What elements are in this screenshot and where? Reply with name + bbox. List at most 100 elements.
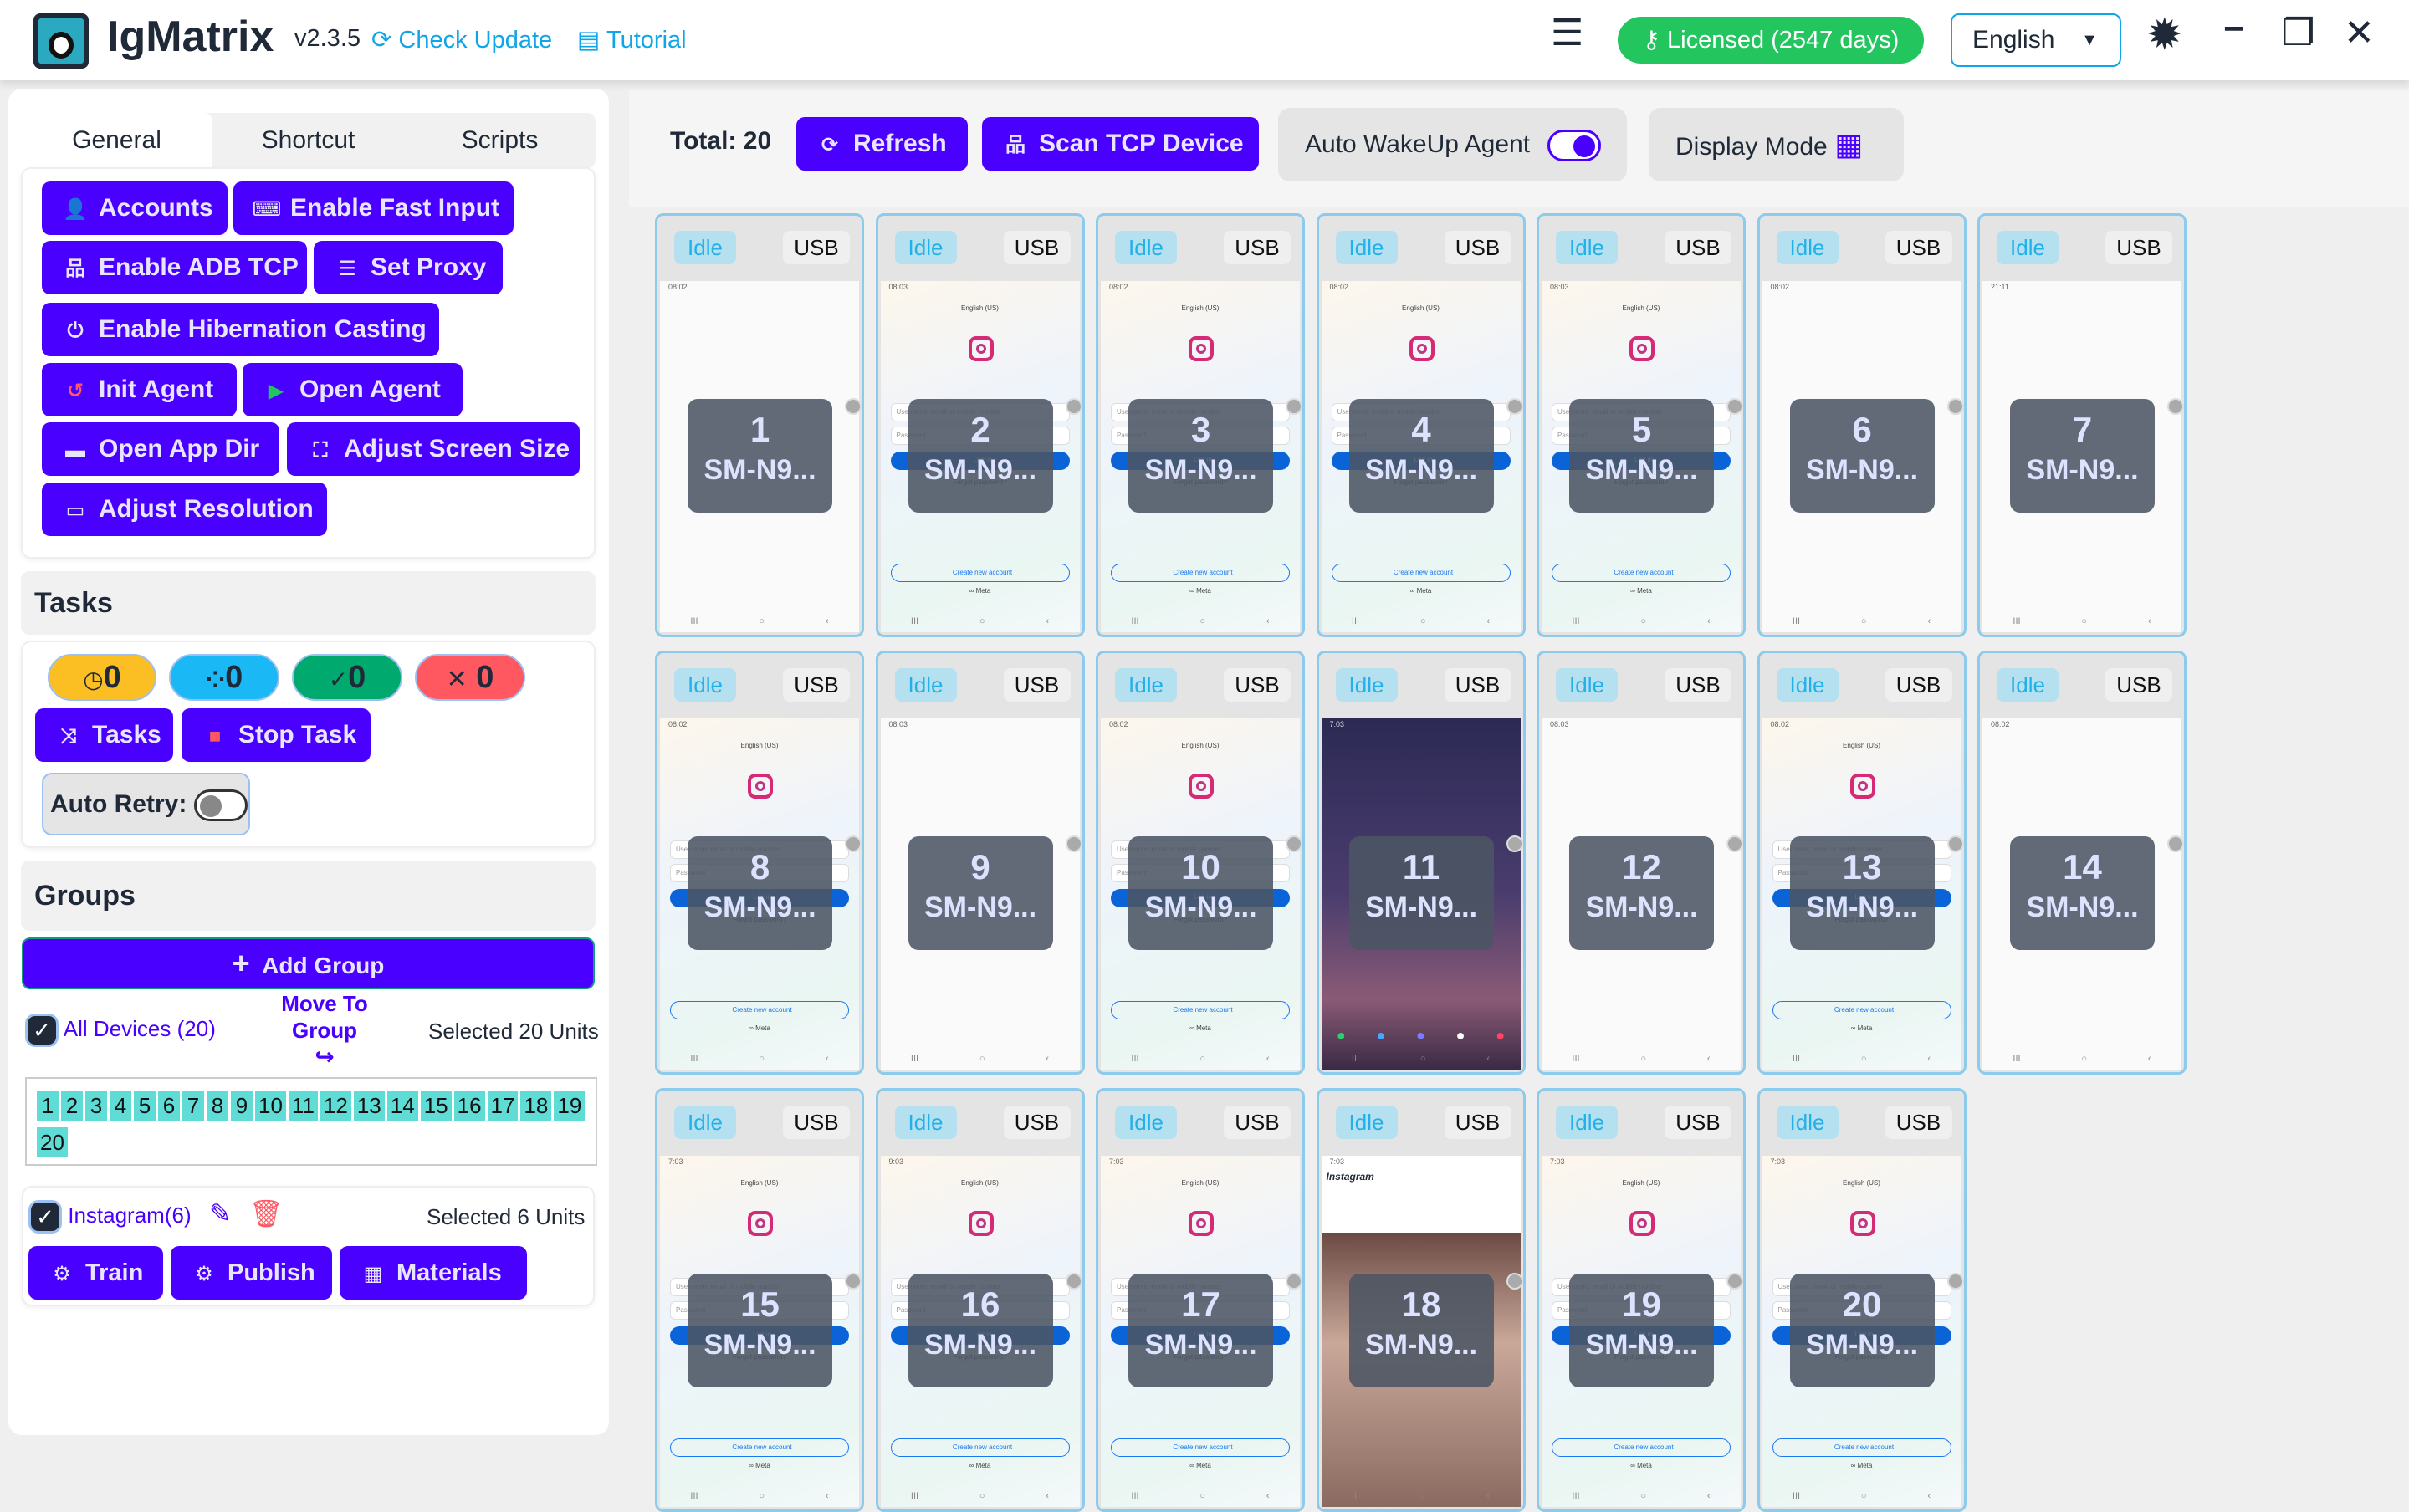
- edit-icon[interactable]: [845, 835, 862, 852]
- edit-icon[interactable]: ✎: [209, 1198, 232, 1228]
- adjust-resolution-button[interactable]: ▭ Adjust Resolution: [42, 483, 327, 536]
- init-agent-button[interactable]: ↺ Init Agent: [42, 363, 237, 416]
- trash-icon[interactable]: 🗑: [249, 1198, 284, 1228]
- edit-icon[interactable]: [1286, 835, 1302, 852]
- device-card[interactable]: Idle USB 08:03 III ○ ‹ 12 SM-N9...: [1537, 651, 1746, 1075]
- stop-task-button[interactable]: ■ Stop Task: [182, 708, 371, 762]
- device-card[interactable]: Idle USB 21:11 III ○ ‹ 7 SM-N9...: [1977, 213, 2187, 637]
- edit-icon[interactable]: [2167, 835, 2184, 852]
- tab-general[interactable]: General: [21, 113, 212, 168]
- device-card[interactable]: Idle USB 08:02 III ○ ‹ 6 SM-N9...: [1757, 213, 1967, 637]
- device-card[interactable]: Idle USB 08:03 III ○ ‹ 9 SM-N9...: [875, 651, 1085, 1075]
- device-card[interactable]: Idle USB 08:02 English (US) Username, em…: [1096, 213, 1305, 637]
- edit-icon[interactable]: [1506, 1273, 1523, 1290]
- device-chip[interactable]: 1: [37, 1091, 59, 1121]
- edit-icon[interactable]: [1726, 398, 1743, 415]
- refresh-button[interactable]: ⟳ Refresh: [796, 117, 968, 171]
- device-card[interactable]: Idle USB 08:03 English (US) Username, em…: [875, 213, 1085, 637]
- edit-icon[interactable]: [1726, 835, 1743, 852]
- menu-icon[interactable]: ☰: [1551, 13, 1584, 54]
- tab-shortcut[interactable]: Shortcut: [261, 126, 355, 154]
- device-card[interactable]: Idle USB 7:03 English (US) Username, ema…: [1757, 1088, 1967, 1512]
- device-chip[interactable]: 18: [520, 1091, 552, 1121]
- check-update-link[interactable]: ⟳ Check Update: [371, 25, 552, 54]
- close-icon[interactable]: ✕: [2344, 13, 2375, 54]
- open-agent-button[interactable]: ▶ Open Agent: [243, 363, 463, 416]
- device-chip[interactable]: 15: [420, 1091, 452, 1121]
- device-chip[interactable]: 17: [487, 1091, 519, 1121]
- device-card[interactable]: Idle USB 08:02 English (US) Username, em…: [1757, 651, 1967, 1075]
- edit-icon[interactable]: [1065, 835, 1082, 852]
- device-card[interactable]: Idle USB 08:02 English (US) Username, em…: [655, 651, 864, 1075]
- device-chip[interactable]: 20: [37, 1127, 68, 1157]
- restore-icon[interactable]: ❐: [2282, 13, 2315, 54]
- group-checkbox[interactable]: ✓: [28, 1200, 62, 1234]
- device-chip[interactable]: 8: [207, 1091, 228, 1121]
- device-chip[interactable]: 12: [320, 1091, 351, 1121]
- device-card[interactable]: Idle USB 08:02 III ○ ‹ 14 SM-N9...: [1977, 651, 2187, 1075]
- device-chip[interactable]: 9: [231, 1091, 253, 1121]
- language-select[interactable]: English ▼: [1951, 13, 2121, 67]
- device-card[interactable]: Idle USB 7:03 English (US) Username, ema…: [655, 1088, 864, 1512]
- edit-icon[interactable]: [1946, 1273, 1964, 1290]
- edit-icon[interactable]: [1506, 835, 1523, 852]
- auto-wakeup-toggle[interactable]: [1547, 130, 1601, 161]
- auto-retry-toggle[interactable]: [193, 789, 248, 822]
- edit-icon[interactable]: [1286, 1273, 1302, 1290]
- edit-icon[interactable]: [1065, 398, 1082, 415]
- group-row[interactable]: ✓ Instagram(6): [28, 1200, 192, 1234]
- scan-tcp-button[interactable]: 品 Scan TCP Device: [982, 117, 1259, 171]
- device-card[interactable]: Idle USB 7:03 Instagram III ○ ‹ 18 SM-N9...: [1316, 1088, 1526, 1512]
- device-chip[interactable]: 6: [158, 1091, 180, 1121]
- device-chip[interactable]: 16: [453, 1091, 485, 1121]
- edit-icon[interactable]: [1286, 398, 1302, 415]
- device-chip[interactable]: 3: [85, 1091, 107, 1121]
- display-mode-button[interactable]: Display Mode ▦: [1649, 108, 1904, 181]
- device-card[interactable]: Idle USB 7:03 ● ● ● ● ● III ○ ‹ 11 SM-N9...: [1316, 651, 1526, 1075]
- tab-scripts[interactable]: Scripts: [461, 126, 539, 154]
- device-card[interactable]: Idle USB 08:02 III ○ ‹ 1 SM-N9...: [655, 213, 864, 637]
- device-chip[interactable]: 14: [386, 1091, 418, 1121]
- device-card[interactable]: Idle USB 7:03 English (US) Username, ema…: [1096, 1088, 1305, 1512]
- edit-icon[interactable]: [845, 398, 862, 415]
- edit-icon[interactable]: [2167, 398, 2184, 415]
- edit-icon[interactable]: [1726, 1273, 1743, 1290]
- enable-adb-tcp-button[interactable]: 品 Enable ADB TCP: [42, 241, 307, 294]
- enable-fast-input-button[interactable]: ⌨ Enable Fast Input: [233, 181, 514, 235]
- license-badge[interactable]: ⚷ Licensed (2547 days): [1618, 17, 1924, 64]
- tasks-button[interactable]: ⤨ Tasks: [35, 708, 173, 762]
- edit-icon[interactable]: [845, 1273, 862, 1290]
- move-to-group-button[interactable]: Move To Group ↪: [251, 990, 398, 1070]
- device-chip[interactable]: 7: [182, 1091, 204, 1121]
- device-chip[interactable]: 19: [554, 1091, 586, 1121]
- device-card[interactable]: Idle USB 08:02 English (US) Username, em…: [1316, 213, 1526, 637]
- publish-button[interactable]: ⚙ Publish: [171, 1246, 332, 1300]
- train-button[interactable]: ⚙ Train: [28, 1246, 163, 1300]
- device-chip[interactable]: 2: [61, 1091, 83, 1121]
- all-devices-checkbox[interactable]: ✓: [25, 1014, 59, 1047]
- device-card[interactable]: Idle USB 7:03 English (US) Username, ema…: [1537, 1088, 1746, 1512]
- add-group-button[interactable]: + Add Group: [22, 937, 595, 989]
- edit-icon[interactable]: [1946, 835, 1964, 852]
- edit-icon[interactable]: [1506, 398, 1523, 415]
- device-card[interactable]: Idle USB 08:03 English (US) Username, em…: [1537, 213, 1746, 637]
- device-card[interactable]: Idle USB 08:02 English (US) Username, em…: [1096, 651, 1305, 1075]
- device-chip[interactable]: 4: [110, 1091, 131, 1121]
- theme-toggle-icon[interactable]: ✹: [2146, 11, 2183, 59]
- device-chip[interactable]: 10: [255, 1091, 286, 1121]
- all-devices-row[interactable]: ✓ All Devices (20): [25, 1014, 216, 1047]
- device-chip[interactable]: 11: [288, 1091, 318, 1121]
- minimize-icon[interactable]: −: [2223, 8, 2245, 49]
- edit-icon[interactable]: [1065, 1273, 1082, 1290]
- set-proxy-button[interactable]: ☰ Set Proxy: [314, 241, 503, 294]
- materials-button[interactable]: ▦ Materials: [340, 1246, 527, 1300]
- edit-icon[interactable]: [1946, 398, 1964, 415]
- tutorial-link[interactable]: ▤ Tutorial: [577, 25, 687, 54]
- device-chip[interactable]: 13: [353, 1091, 385, 1121]
- enable-hibernation-casting-button[interactable]: ⏻ Enable Hibernation Casting: [42, 303, 439, 356]
- open-app-dir-button[interactable]: ▬ Open App Dir: [42, 422, 279, 476]
- accounts-button[interactable]: 👤 Accounts: [42, 181, 228, 235]
- adjust-screen-size-button[interactable]: ⛶ Adjust Screen Size: [287, 422, 580, 476]
- device-chip[interactable]: 5: [134, 1091, 156, 1121]
- device-card[interactable]: Idle USB 9:03 English (US) Username, ema…: [875, 1088, 1085, 1512]
